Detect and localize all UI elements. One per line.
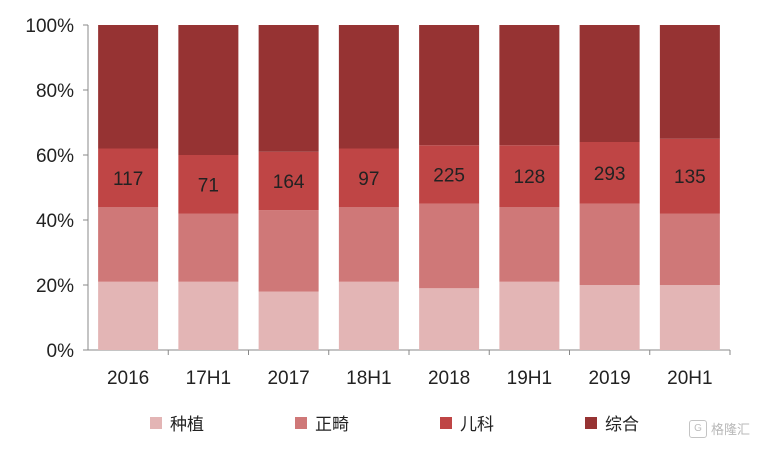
legend-swatch-3 [585, 416, 597, 429]
bar-segment [659, 138, 720, 214]
x-tick-label: 2019 [588, 368, 630, 389]
bar-segment [499, 145, 560, 207]
data-label: 117 [113, 169, 143, 190]
bar-segment [338, 148, 399, 207]
y-tick-label: 0% [47, 341, 75, 362]
bar-segment [258, 210, 319, 292]
bar-segment [98, 148, 159, 207]
bar-segment [579, 203, 640, 285]
legend-swatch-0 [150, 416, 162, 429]
x-tick-label: 2017 [267, 368, 309, 389]
bar-segment [338, 281, 399, 350]
y-tick-label: 100% [25, 16, 74, 37]
legend-item-3: 综合 [585, 410, 730, 435]
bar-segment [659, 25, 720, 139]
data-label: 71 [198, 175, 219, 196]
legend-label-3: 综合 [605, 415, 639, 434]
gelonghui-logo-icon: G [688, 419, 707, 438]
bar-segment [258, 151, 319, 211]
legend-item-0: 种植 [150, 410, 295, 435]
x-tick-label: 18H1 [346, 368, 391, 389]
bar-segment [258, 25, 319, 152]
bar-segment [419, 145, 480, 204]
y-tick-label: 60% [36, 146, 74, 167]
bar-segment [579, 25, 640, 142]
legend-item-1: 正畸 [295, 410, 440, 435]
legend: 种植 正畸 儿科 综合 [150, 410, 730, 435]
bar-segment [178, 281, 239, 350]
data-label: 135 [674, 167, 706, 188]
x-tick-label: 17H1 [186, 368, 231, 389]
data-label: 97 [358, 169, 379, 190]
data-label: 293 [594, 164, 626, 185]
legend-label-2: 儿科 [460, 415, 494, 434]
bar-segment [178, 213, 239, 282]
bar-segment [579, 285, 640, 350]
bar-segment [419, 25, 480, 146]
data-label: 164 [273, 172, 305, 193]
y-tick-label: 20% [36, 276, 74, 297]
x-tick-label: 2018 [428, 368, 470, 389]
legend-label-1: 正畸 [315, 415, 349, 434]
y-tick-label: 40% [36, 211, 74, 232]
legend-item-2: 儿科 [440, 410, 585, 435]
bar-segment [499, 281, 560, 350]
bar-segment [178, 25, 239, 155]
bar-segment [499, 25, 560, 146]
x-tick-label: 20H1 [667, 368, 712, 389]
x-tick-label: 2016 [107, 368, 149, 389]
bar-segment [178, 155, 239, 214]
bar-segment [579, 142, 640, 204]
bar-segment [659, 213, 720, 285]
watermark-text: 格隆汇 [710, 422, 750, 437]
bar-segment [499, 207, 560, 282]
bar-segment [98, 25, 159, 149]
bar-segment [338, 207, 399, 282]
bar-segment [98, 207, 159, 282]
data-label: 128 [514, 167, 546, 188]
legend-swatch-2 [440, 416, 452, 429]
bar-segment [338, 25, 399, 149]
legend-label-0: 种植 [170, 415, 204, 434]
watermark: G 格隆汇 [688, 419, 750, 438]
x-tick-label: 19H1 [507, 368, 552, 389]
bar-segment [659, 285, 720, 350]
bar-segment [419, 288, 480, 350]
data-label: 225 [433, 166, 465, 187]
bar-segment [258, 291, 319, 350]
legend-swatch-1 [295, 416, 307, 429]
y-tick-label: 80% [36, 81, 74, 102]
bar-segment [98, 281, 159, 350]
bar-segment [419, 203, 480, 289]
